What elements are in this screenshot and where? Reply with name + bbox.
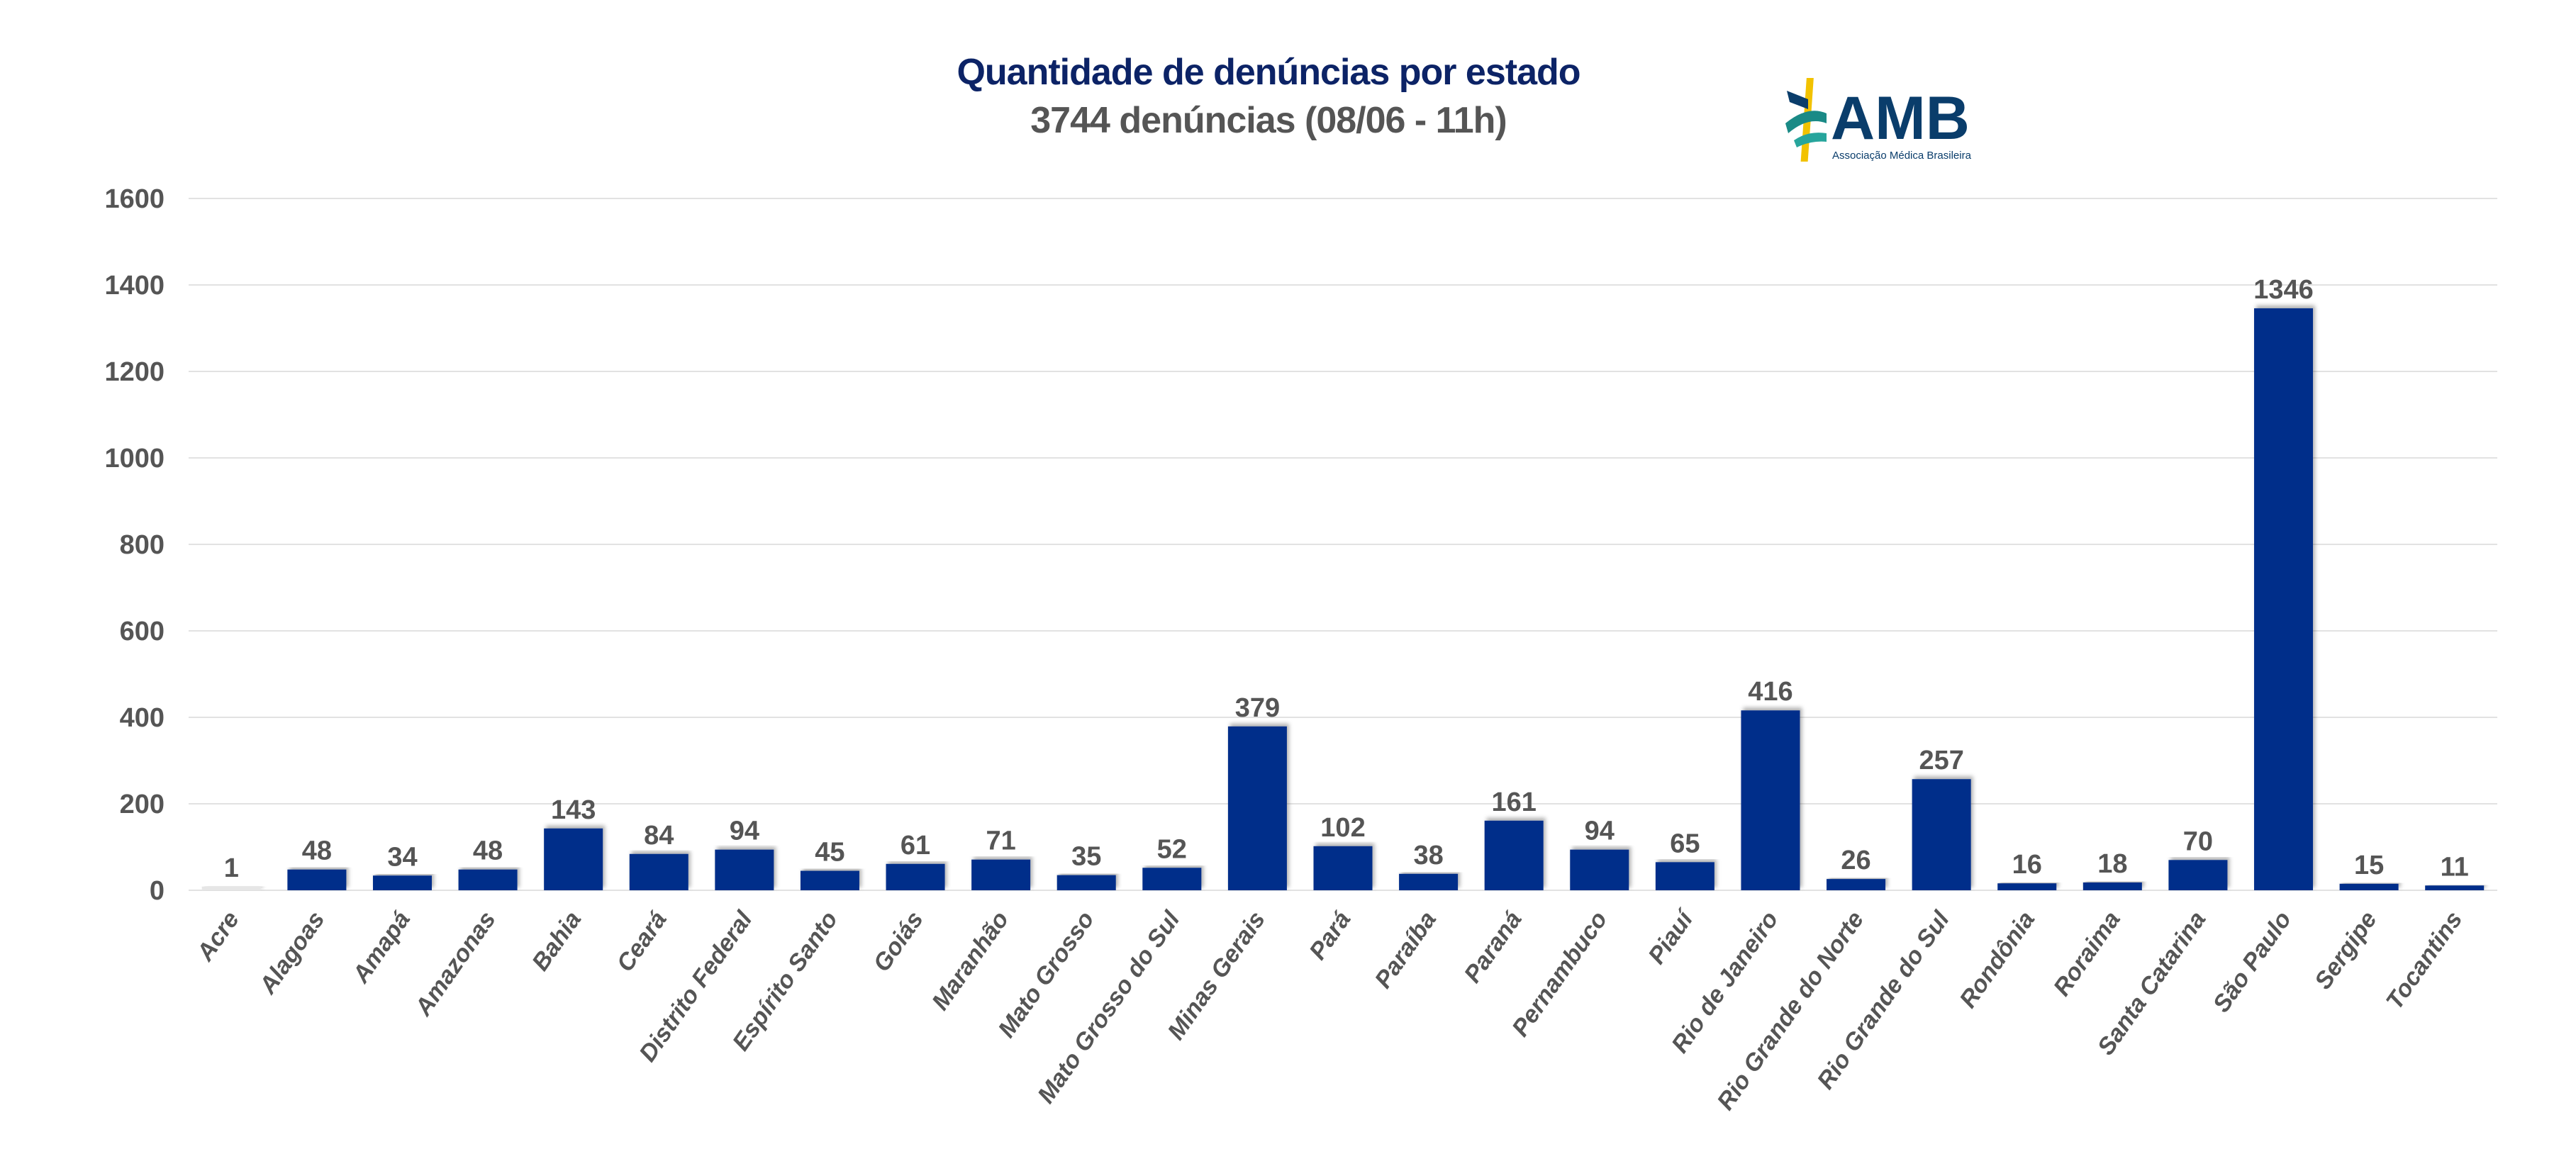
category-label: Pará [1304, 907, 1356, 965]
bar-pernambuco [1570, 849, 1629, 890]
bar-ceará [629, 853, 688, 890]
bar-amapá [372, 875, 432, 890]
y-tick-label: 600 [120, 617, 165, 646]
chart-title: Quantidade de denúncias por estado [957, 52, 1580, 93]
category-label: Sergipe [2309, 907, 2382, 994]
data-label: 45 [815, 838, 844, 868]
bar-rio-de-janeiro [1741, 710, 1800, 890]
category-label: Tocantins [2381, 907, 2468, 1014]
category-label: Rio Grande do Norte [1712, 907, 1869, 1115]
bar-paraná [1484, 820, 1544, 890]
bar-sergipe [2339, 883, 2399, 890]
bar-goiás [886, 863, 945, 890]
y-tick-label: 400 [120, 703, 165, 733]
y-tick-label: 0 [150, 876, 165, 906]
data-label: 1346 [2253, 275, 2314, 305]
data-label: 34 [387, 842, 417, 872]
data-label: 16 [2012, 850, 2042, 880]
data-label: 26 [1841, 846, 1870, 875]
category-label: Bahia [527, 907, 586, 976]
data-label: 1 [224, 853, 239, 883]
category-label: Alagoas [254, 907, 330, 999]
data-label: 94 [1585, 817, 1615, 846]
bar-rondônia [1997, 883, 2057, 890]
bar-pará [1313, 846, 1373, 890]
data-label: 161 [1491, 787, 1536, 817]
category-label: Mato Grosso do Sul [1032, 906, 1186, 1109]
bar-minas-gerais [1227, 726, 1287, 890]
data-label: 416 [1748, 677, 1792, 707]
y-tick-label: 1200 [104, 357, 165, 387]
logo-subtext: Associação Médica Brasileira [1832, 150, 1972, 162]
data-label: 143 [551, 795, 596, 825]
data-label: 379 [1235, 693, 1280, 723]
bar-mato-grosso-do-sul [1142, 868, 1202, 890]
bar-distrito-federal [715, 849, 774, 890]
data-label: 71 [986, 826, 1015, 856]
bar-maranhão [971, 859, 1031, 890]
y-tick-label: 200 [120, 790, 165, 819]
bar-acre [201, 887, 261, 890]
chart-subtitle: 3744 denúncias (08/06 - 11h) [1030, 100, 1507, 141]
data-label: 52 [1157, 834, 1187, 864]
category-label: Paraíba [1370, 907, 1442, 993]
bar-espírito-santo [800, 870, 859, 890]
data-label: 102 [1320, 813, 1365, 843]
category-label: Ceará [611, 907, 671, 977]
amb-logo: AMB Associação Médica Brasileira [1785, 78, 1972, 162]
bar-piauí [1655, 862, 1714, 890]
data-label: 257 [1919, 746, 1963, 775]
y-tick-label: 1400 [104, 271, 165, 301]
data-label: 84 [644, 821, 674, 851]
data-label: 35 [1071, 842, 1101, 872]
category-label: Roraima [2048, 907, 2126, 1001]
category-label: Acre [191, 907, 245, 967]
category-label: Rondônia [1954, 907, 2040, 1013]
y-tick-label: 1000 [104, 444, 165, 473]
category-label: Maranhão [927, 907, 1014, 1015]
data-label: 18 [2097, 849, 2127, 879]
bar-alagoas [287, 869, 347, 890]
data-label: 61 [901, 831, 930, 861]
category-label: Goiás [868, 907, 928, 977]
bar-roraima [2082, 882, 2142, 890]
data-label: 48 [473, 836, 503, 866]
bar-bahia [544, 828, 603, 890]
bar-santa-catarina [2168, 860, 2228, 890]
bar-rio-grande-do-norte [1827, 879, 1886, 890]
category-label: São Paulo [2208, 907, 2297, 1017]
bar-paraíba [1399, 873, 1459, 890]
bar-amazonas [458, 869, 518, 890]
category-label: Paraná [1459, 907, 1527, 988]
bar-são-paulo [2254, 308, 2314, 890]
data-label: 94 [730, 817, 759, 846]
logo-text: AMB [1831, 84, 1970, 152]
data-label: 65 [1670, 829, 1700, 858]
data-label: 11 [2441, 852, 2469, 882]
y-tick-label: 1600 [104, 184, 165, 214]
bar-tocantins [2425, 885, 2485, 890]
category-label: Piauí [1643, 904, 1700, 969]
data-label: 48 [302, 836, 332, 866]
category-label: Amazonas [409, 907, 501, 1021]
data-label: 38 [1413, 841, 1443, 870]
category-label: Amapá [347, 907, 416, 988]
bar-rio-grande-do-sul [1912, 779, 1971, 890]
y-tick-label: 800 [120, 530, 165, 560]
data-label: 70 [2183, 826, 2213, 856]
data-label: 15 [2354, 851, 2384, 880]
bar-mato-grosso [1056, 875, 1116, 890]
